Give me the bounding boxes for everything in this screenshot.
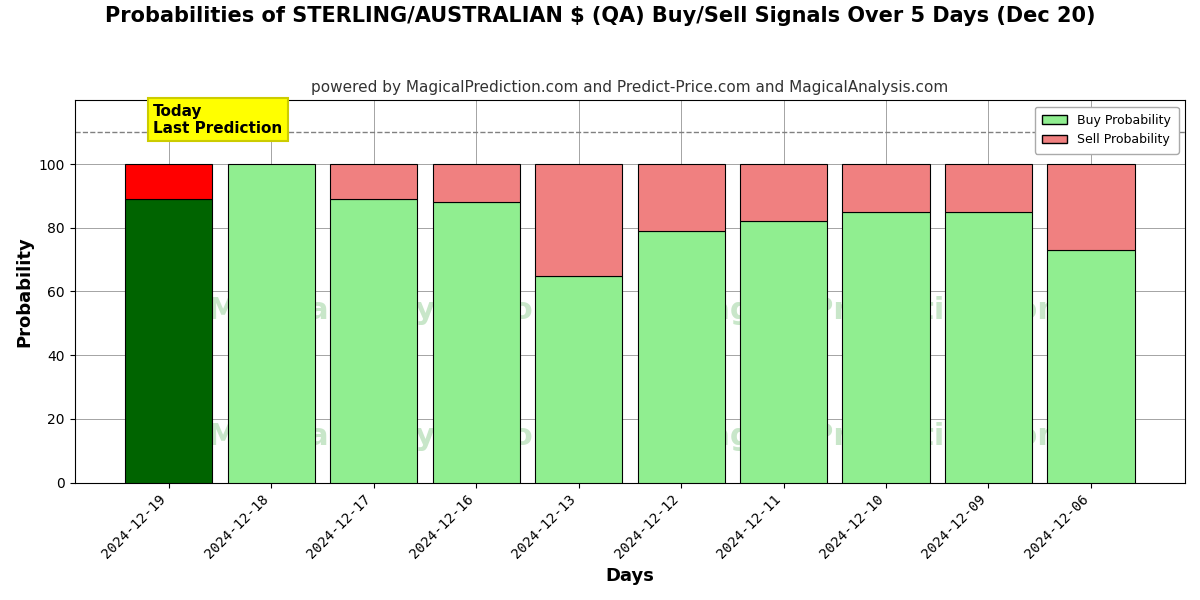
Text: Probabilities of STERLING/AUSTRALIAN $ (QA) Buy/Sell Signals Over 5 Days (Dec 20: Probabilities of STERLING/AUSTRALIAN $ (… [104,6,1096,26]
Bar [842,164,930,212]
Bar [1048,164,1134,250]
Bar [125,164,212,199]
Bar [125,199,212,482]
Text: Today
Last Prediction: Today Last Prediction [154,104,282,136]
Legend: Buy Probability, Sell Probability: Buy Probability, Sell Probability [1034,107,1178,154]
Bar [432,164,520,202]
Bar [1048,250,1134,482]
Title: powered by MagicalPrediction.com and Predict-Price.com and MagicalAnalysis.com: powered by MagicalPrediction.com and Pre… [311,80,948,95]
Bar [944,212,1032,482]
Text: MagicalAnalysis.com: MagicalAnalysis.com [206,296,564,325]
Text: MagicalPrediction.com: MagicalPrediction.com [679,296,1069,325]
X-axis label: Days: Days [605,567,654,585]
Y-axis label: Probability: Probability [16,236,34,347]
Bar [944,164,1032,212]
Bar [740,221,827,482]
Bar [637,164,725,231]
Bar [228,164,314,482]
Text: MagicalAnalysis.com: MagicalAnalysis.com [206,422,564,451]
Bar [535,275,622,482]
Bar [842,212,930,482]
Bar [330,199,418,482]
Text: MagicalPrediction.com: MagicalPrediction.com [679,422,1069,451]
Bar [637,231,725,482]
Bar [432,202,520,482]
Bar [535,164,622,275]
Bar [330,164,418,199]
Bar [740,164,827,221]
